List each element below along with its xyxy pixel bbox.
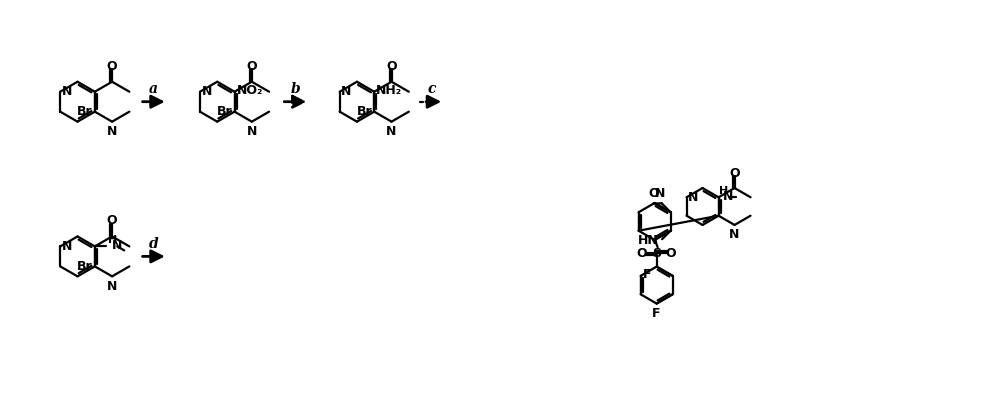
Text: Br: Br bbox=[217, 105, 233, 118]
Text: N: N bbox=[688, 191, 699, 204]
Text: O: O bbox=[648, 187, 659, 200]
Text: c: c bbox=[428, 82, 436, 96]
Text: O: O bbox=[107, 214, 118, 227]
Text: N: N bbox=[341, 85, 351, 98]
Text: Br: Br bbox=[356, 105, 372, 118]
Text: O: O bbox=[107, 60, 118, 73]
Text: N: N bbox=[247, 125, 257, 138]
Text: N: N bbox=[723, 190, 734, 203]
Text: O: O bbox=[666, 247, 677, 260]
Text: O: O bbox=[730, 166, 740, 180]
Text: N: N bbox=[62, 85, 72, 98]
Text: N: N bbox=[730, 228, 740, 241]
Text: N: N bbox=[386, 125, 397, 138]
Text: N: N bbox=[655, 187, 666, 200]
Text: Br: Br bbox=[77, 105, 93, 118]
Text: d: d bbox=[149, 237, 159, 251]
Text: O: O bbox=[637, 247, 648, 260]
Text: N: N bbox=[107, 280, 118, 293]
Text: F: F bbox=[653, 307, 661, 320]
Text: N: N bbox=[112, 239, 122, 252]
Text: Br: Br bbox=[77, 260, 93, 273]
Text: NO₂: NO₂ bbox=[237, 84, 262, 97]
Text: a: a bbox=[149, 82, 159, 96]
Text: H: H bbox=[720, 186, 729, 196]
Text: O: O bbox=[247, 60, 257, 73]
Text: H: H bbox=[108, 235, 117, 245]
Text: N: N bbox=[202, 85, 212, 98]
Text: HN: HN bbox=[638, 234, 659, 247]
Text: O: O bbox=[386, 60, 397, 73]
Text: NH₂: NH₂ bbox=[376, 84, 402, 97]
Text: N: N bbox=[62, 240, 72, 253]
Text: S: S bbox=[652, 247, 661, 260]
Text: F: F bbox=[643, 268, 651, 281]
Text: N: N bbox=[107, 125, 118, 138]
Text: b: b bbox=[290, 82, 300, 96]
